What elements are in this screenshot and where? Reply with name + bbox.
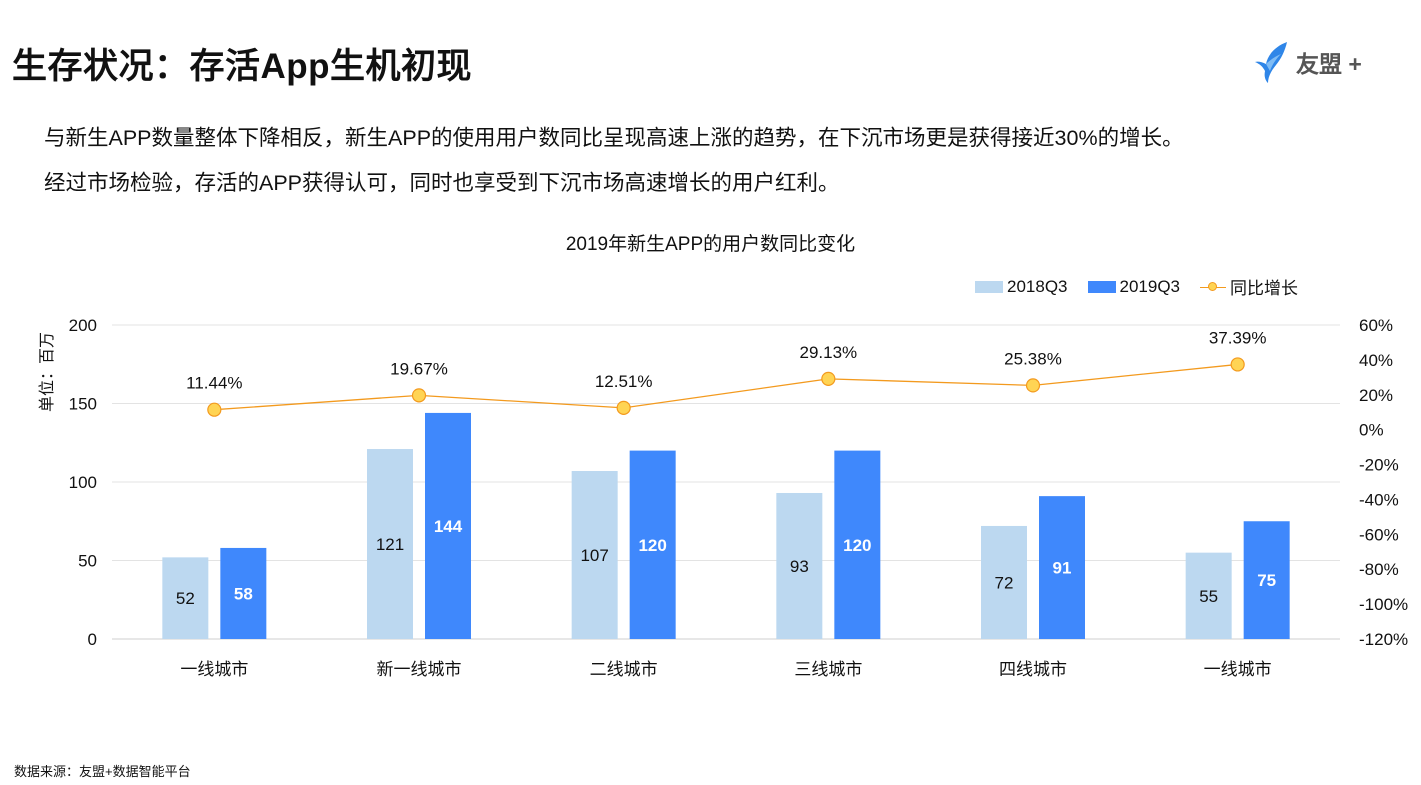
x-tick-label: 二线城市 [590, 660, 658, 679]
intro-text: 与新生APP数量整体下降相反，新生APP的使用用户数同比呈现高速上涨的趋势，在下… [44, 116, 1184, 206]
growth-label: 11.44% [186, 374, 242, 393]
bar-2018 [981, 525, 1027, 639]
bar-2019 [1243, 521, 1290, 639]
y2-tick-label: -60% [1359, 525, 1399, 544]
legend-item-2019: 2019Q3 [1087, 276, 1181, 297]
growth-point [1025, 378, 1041, 393]
bar-2019 [1039, 496, 1085, 639]
data-label-2019: 91 [1053, 559, 1072, 578]
data-source: 数据来源：友盟+数据智能平台 [14, 764, 191, 779]
intro-line-1: 与新生APP数量整体下降相反，新生APP的使用用户数同比呈现高速上涨的趋势，在下… [44, 126, 1184, 150]
data-label-2018: 93 [790, 557, 809, 576]
legend-label-growth: 同比增长 [1230, 279, 1298, 298]
growth-label: 29.13% [799, 343, 857, 362]
y2-tick-label: -100% [1359, 595, 1408, 614]
data-label-2019: 75 [1257, 571, 1276, 590]
data-label-2018: 55 [1199, 587, 1218, 606]
legend-line-marker-icon [1200, 280, 1226, 294]
growth-label: 12.51% [595, 372, 653, 391]
bar-2018 [776, 492, 823, 639]
y-axis-title: 单位：百万 [38, 332, 56, 412]
data-label-2018: 52 [176, 589, 195, 608]
y2-tick-label: -120% [1359, 630, 1408, 649]
data-label-2019: 144 [434, 517, 463, 536]
legend-label-2018: 2018Q3 [1007, 276, 1068, 296]
y-tick-label: 50 [78, 552, 97, 571]
x-tick-label: 三线城市 [794, 660, 862, 679]
legend-item-2018: 2018Q3 [975, 277, 1068, 297]
y2-tick-label: 20% [1359, 386, 1393, 405]
growth-point [411, 388, 427, 403]
growth-line [214, 363, 1238, 411]
growth-point [616, 400, 631, 415]
y-tick-label: 200 [69, 316, 97, 335]
bird-logo-icon [1255, 42, 1287, 83]
x-tick-label: 一线城市 [1204, 660, 1272, 679]
growth-point [207, 402, 222, 417]
bar-2018 [162, 557, 209, 639]
legend-item-growth: 同比增长 [1200, 274, 1298, 299]
data-label-2018: 72 [995, 573, 1014, 592]
bar-2019 [834, 450, 881, 639]
bar-2018 [1185, 552, 1232, 639]
data-label-2019: 120 [843, 536, 871, 555]
growth-label: 37.39% [1209, 328, 1267, 347]
growth-label: 25.38% [1004, 349, 1062, 368]
legend-swatch-2018 [975, 280, 1003, 293]
bar-2019 [629, 450, 676, 639]
bar-2018 [367, 449, 413, 639]
y-tick-label: 0 [88, 630, 97, 649]
growth-label: 19.67% [390, 359, 448, 378]
y2-tick-label: -80% [1359, 560, 1399, 579]
intro-line-2: 经过市场检验，存活的APP获得认可，同时也享受到下沉市场高速增长的用户红利。 [44, 171, 840, 195]
chart-title: 2019年新生APP的用户数同比变化 [565, 234, 856, 255]
growth-point [821, 371, 836, 386]
y2-tick-label: -20% [1359, 456, 1399, 475]
y2-tick-label: -40% [1359, 490, 1399, 509]
y2-tick-label: 0% [1359, 421, 1384, 440]
x-tick-label: 新一线城市 [377, 660, 462, 679]
bar-2019 [425, 412, 471, 639]
chart-legend: 2018Q3 2019Q3 同比增长 [975, 274, 1318, 299]
y2-tick-label: 60% [1359, 316, 1393, 335]
bar-2019 [220, 547, 267, 639]
logo-text: 友盟 + [1296, 51, 1362, 77]
y2-tick-label: 40% [1359, 351, 1393, 370]
brand-logo: 友盟 + [1254, 40, 1362, 84]
y-tick-label: 100 [69, 473, 97, 492]
x-tick-label: 一线城市 [180, 660, 248, 679]
page-title: 生存状况：存活App生机初现 [12, 47, 473, 86]
x-tick-label: 四线城市 [999, 660, 1067, 679]
legend-label-2019: 2019Q3 [1119, 276, 1181, 296]
data-label-2018: 107 [580, 546, 608, 565]
y-tick-label: 150 [69, 395, 97, 414]
data-label-2019: 120 [638, 536, 666, 555]
data-label-2019: 58 [234, 584, 253, 603]
data-label-2018: 121 [376, 535, 404, 554]
bar-2018 [571, 471, 618, 639]
growth-point [1230, 357, 1245, 372]
legend-swatch-2019 [1087, 280, 1116, 293]
